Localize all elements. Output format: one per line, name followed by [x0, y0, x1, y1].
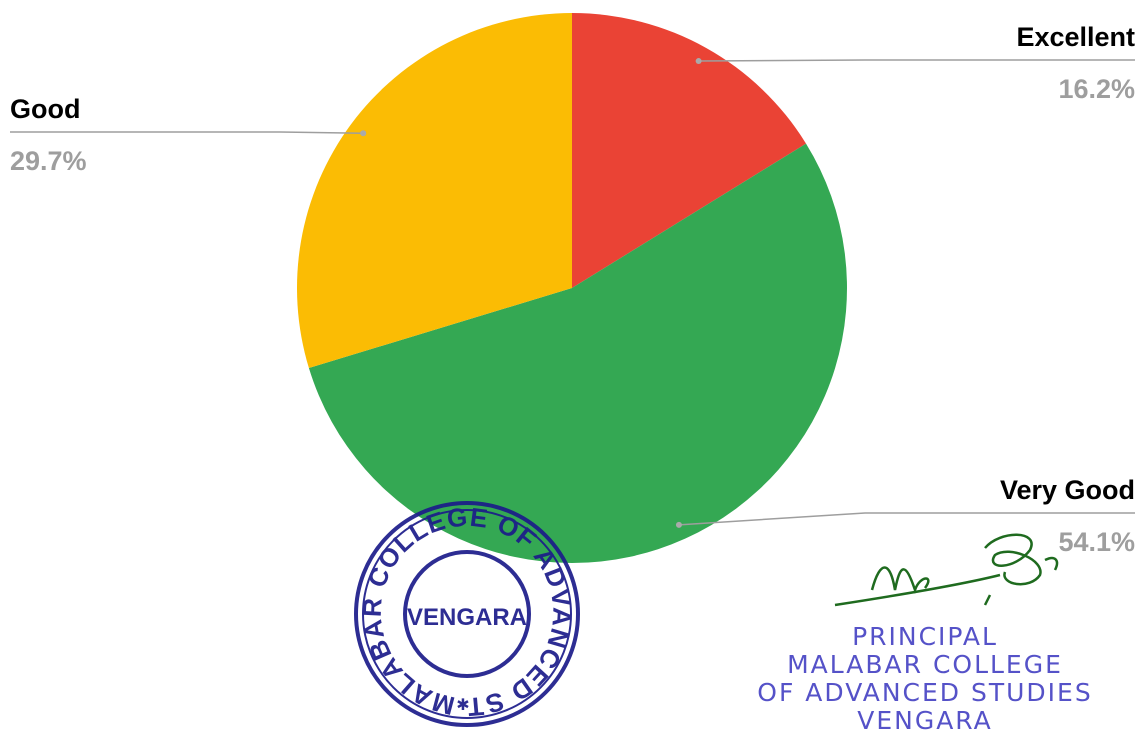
leader-line: [678, 512, 1135, 526]
stamp-outer-inner: [362, 509, 572, 719]
stamp-star: ✱: [456, 697, 469, 714]
leader-dot: [360, 130, 367, 137]
seal-line: OF ADVANCED STUDIES: [757, 678, 1092, 707]
slice-label: Very Good: [1000, 475, 1135, 505]
signature: [834, 533, 1059, 607]
slice-label: Good: [10, 94, 80, 124]
slice-value: 54.1%: [1058, 527, 1135, 557]
labels: Excellent 16.2% Very Good 54.1% Good 29.7%: [10, 22, 1135, 557]
slice: [308, 143, 847, 563]
stamp-inner: [403, 550, 531, 678]
leader-dot: [675, 521, 682, 528]
slice-value: 29.7%: [10, 146, 87, 176]
seal-line: MALABAR COLLEGE: [787, 650, 1063, 679]
leader-line: [10, 131, 364, 135]
signature-stroke: [983, 533, 1059, 606]
leader-dot: [695, 58, 702, 65]
leader-line: [698, 59, 1135, 62]
slice-label: Excellent: [1016, 22, 1135, 52]
seal-line: PRINCIPAL: [852, 622, 998, 651]
stamp-center: VENGARA: [407, 604, 527, 631]
seal-line: VENGARA: [857, 706, 993, 735]
slice: [297, 13, 572, 369]
slice: [572, 13, 807, 288]
slice-value: 16.2%: [1058, 74, 1135, 104]
signature-stroke: [834, 566, 1001, 607]
stamp-outer: [354, 501, 580, 727]
pie: [297, 13, 847, 563]
